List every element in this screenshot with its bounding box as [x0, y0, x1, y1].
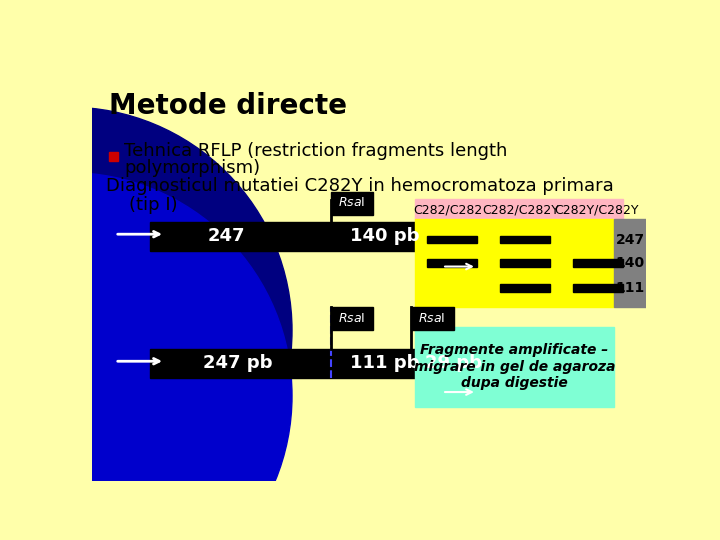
- Bar: [109, 152, 118, 161]
- Text: Diagnosticul mutatiei C282Y in hemocromatoza primara: Diagnosticul mutatiei C282Y in hemocroma…: [106, 178, 613, 195]
- Text: (tip I): (tip I): [106, 196, 177, 214]
- Bar: [415, 327, 614, 408]
- Text: polymorphism): polymorphism): [124, 159, 260, 177]
- Text: 111 pb: 111 pb: [350, 354, 419, 372]
- Bar: [573, 284, 623, 292]
- Text: 247 pb: 247 pb: [203, 354, 273, 372]
- Text: C282Y/C282Y: C282Y/C282Y: [554, 203, 639, 216]
- Text: 247: 247: [208, 227, 246, 245]
- Text: Metode directe: Metode directe: [109, 92, 347, 120]
- Bar: [330, 192, 373, 215]
- Text: $\it{Rsa}$I: $\it{Rsa}$I: [338, 196, 365, 209]
- Text: Tehnica RFLP (restriction fragments length: Tehnica RFLP (restriction fragments leng…: [124, 142, 508, 160]
- Text: Fragmente amplificate –
migrare in gel de agaroza
dupa digestie: Fragmente amplificate – migrare in gel d…: [414, 343, 616, 390]
- Text: 247: 247: [616, 233, 644, 247]
- Bar: [150, 349, 500, 378]
- Circle shape: [0, 107, 292, 540]
- Bar: [415, 199, 623, 220]
- Text: 140 pb: 140 pb: [350, 227, 419, 245]
- Text: $\it{Rsa}$I: $\it{Rsa}$I: [418, 312, 446, 325]
- Text: 140: 140: [616, 255, 644, 269]
- Text: C282/C282: C282/C282: [413, 203, 482, 216]
- Bar: [427, 259, 477, 267]
- Bar: [411, 307, 454, 330]
- Bar: [427, 236, 477, 244]
- Text: 29 pb: 29 pb: [426, 354, 482, 372]
- Bar: [415, 219, 614, 307]
- Text: C282/C282Y: C282/C282Y: [482, 203, 559, 216]
- Bar: [330, 307, 373, 330]
- Bar: [500, 236, 550, 244]
- Text: 111: 111: [616, 281, 644, 295]
- Bar: [500, 284, 550, 292]
- Bar: [500, 259, 550, 267]
- Circle shape: [0, 173, 292, 540]
- Text: $\it{Rsa}$I: $\it{Rsa}$I: [338, 312, 365, 325]
- Bar: [150, 222, 469, 251]
- Bar: [573, 259, 623, 267]
- Bar: [614, 219, 647, 307]
